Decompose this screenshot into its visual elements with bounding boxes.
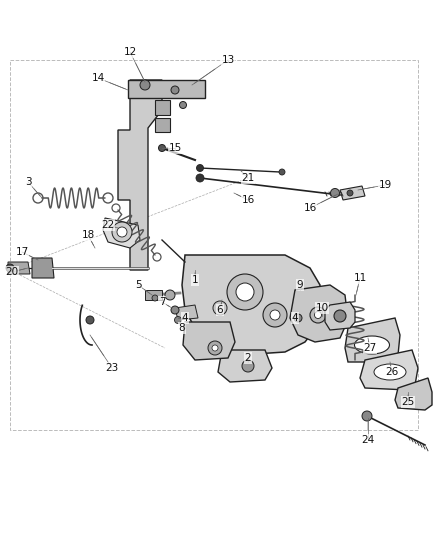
Circle shape — [263, 303, 287, 327]
Circle shape — [117, 227, 127, 237]
Circle shape — [212, 345, 218, 351]
Polygon shape — [118, 80, 162, 270]
Circle shape — [310, 307, 326, 323]
Polygon shape — [395, 378, 432, 410]
Circle shape — [159, 144, 166, 151]
Text: 7: 7 — [159, 297, 165, 307]
Circle shape — [86, 316, 94, 324]
Text: 8: 8 — [179, 323, 185, 333]
Text: 27: 27 — [364, 343, 377, 353]
Text: 21: 21 — [241, 173, 254, 183]
Polygon shape — [218, 350, 272, 382]
Text: 22: 22 — [101, 220, 115, 230]
Text: 1: 1 — [192, 275, 198, 285]
Text: 9: 9 — [297, 280, 303, 290]
Polygon shape — [32, 258, 54, 278]
Text: 4: 4 — [182, 313, 188, 323]
Circle shape — [152, 295, 158, 301]
Text: 24: 24 — [361, 435, 374, 445]
Polygon shape — [345, 318, 400, 362]
Polygon shape — [183, 322, 235, 360]
Polygon shape — [182, 255, 320, 355]
Circle shape — [242, 360, 254, 372]
Circle shape — [362, 411, 372, 421]
Circle shape — [174, 317, 181, 324]
Circle shape — [171, 86, 179, 94]
Polygon shape — [290, 285, 348, 342]
Ellipse shape — [354, 336, 389, 354]
Polygon shape — [360, 350, 418, 390]
Circle shape — [279, 169, 285, 175]
Text: 17: 17 — [15, 247, 28, 257]
Text: 14: 14 — [92, 73, 105, 83]
Text: 15: 15 — [168, 143, 182, 153]
Circle shape — [197, 165, 204, 172]
Text: 10: 10 — [315, 303, 328, 313]
Circle shape — [331, 189, 339, 198]
Polygon shape — [155, 118, 170, 132]
Text: 16: 16 — [304, 203, 317, 213]
Polygon shape — [325, 302, 355, 330]
Circle shape — [236, 283, 254, 301]
Circle shape — [227, 274, 263, 310]
Text: 4: 4 — [292, 313, 298, 323]
Polygon shape — [103, 218, 140, 248]
Text: 26: 26 — [385, 367, 399, 377]
Circle shape — [347, 190, 353, 196]
Text: 11: 11 — [353, 273, 367, 283]
Text: 23: 23 — [106, 363, 119, 373]
Circle shape — [213, 301, 227, 315]
Polygon shape — [340, 186, 365, 200]
Circle shape — [112, 222, 132, 242]
Circle shape — [294, 314, 302, 322]
Circle shape — [334, 310, 346, 322]
Text: 25: 25 — [401, 397, 415, 407]
Circle shape — [171, 306, 179, 314]
Circle shape — [270, 310, 280, 320]
Circle shape — [6, 264, 14, 272]
Polygon shape — [8, 262, 30, 274]
Text: 18: 18 — [81, 230, 95, 240]
Circle shape — [140, 80, 150, 90]
Circle shape — [196, 174, 204, 182]
Text: 19: 19 — [378, 180, 392, 190]
Polygon shape — [175, 305, 198, 320]
Circle shape — [208, 341, 222, 355]
Text: 6: 6 — [217, 305, 223, 315]
Text: 13: 13 — [221, 55, 235, 65]
Text: 2: 2 — [245, 353, 251, 363]
Circle shape — [165, 290, 175, 300]
Circle shape — [314, 311, 321, 319]
Circle shape — [180, 101, 187, 109]
Text: 20: 20 — [5, 267, 18, 277]
Text: 12: 12 — [124, 47, 137, 57]
Ellipse shape — [374, 364, 406, 380]
Polygon shape — [128, 80, 205, 98]
Text: 5: 5 — [135, 280, 141, 290]
Text: 16: 16 — [241, 195, 254, 205]
Polygon shape — [145, 290, 162, 300]
Text: 3: 3 — [25, 177, 31, 187]
Polygon shape — [155, 100, 170, 115]
